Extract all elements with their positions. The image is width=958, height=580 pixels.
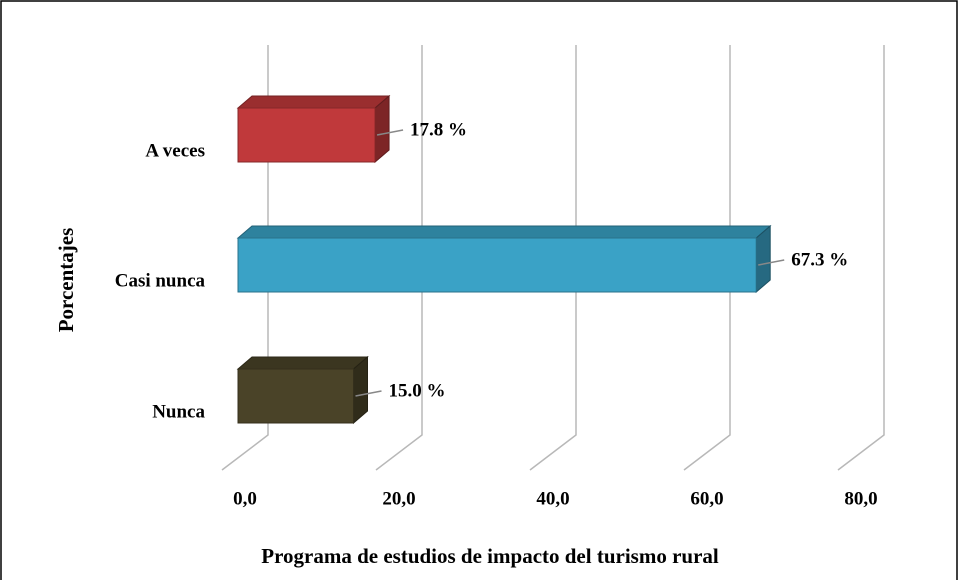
x-tick-label: 60,0	[690, 488, 723, 509]
bar-side	[755, 224, 771, 294]
bar-top	[236, 356, 369, 370]
bar	[237, 237, 757, 293]
bar-top	[236, 95, 391, 109]
x-tick-label: 20,0	[382, 488, 415, 509]
bar-side	[353, 355, 368, 425]
leader-line	[355, 390, 382, 397]
bar-side	[374, 94, 390, 164]
y-tick-label: A veces	[145, 140, 205, 161]
x-tick-label: 0,0	[233, 488, 257, 509]
x-tick-label: 40,0	[536, 488, 569, 509]
bar-top	[236, 225, 772, 239]
data-label: 15.0 %	[389, 380, 446, 401]
leader-line	[376, 129, 404, 136]
y-axis-label: Porcentajes	[54, 228, 78, 333]
x-tick-label: 80,0	[844, 488, 877, 509]
y-tick-label: Casi nunca	[115, 270, 206, 291]
y-tick-label: Nunca	[152, 401, 205, 422]
bar	[237, 368, 354, 424]
x-axis-label: Programa de estudios de impacto del turi…	[261, 544, 719, 568]
grid-line	[221, 45, 269, 471]
grid-line	[529, 45, 577, 471]
grid-line	[683, 45, 731, 471]
data-label: 17.8 %	[410, 119, 467, 140]
data-label: 67.3 %	[791, 249, 848, 270]
grid-line	[837, 45, 885, 471]
bar	[237, 107, 376, 163]
grid-line	[375, 45, 423, 471]
leader-line	[758, 259, 785, 266]
